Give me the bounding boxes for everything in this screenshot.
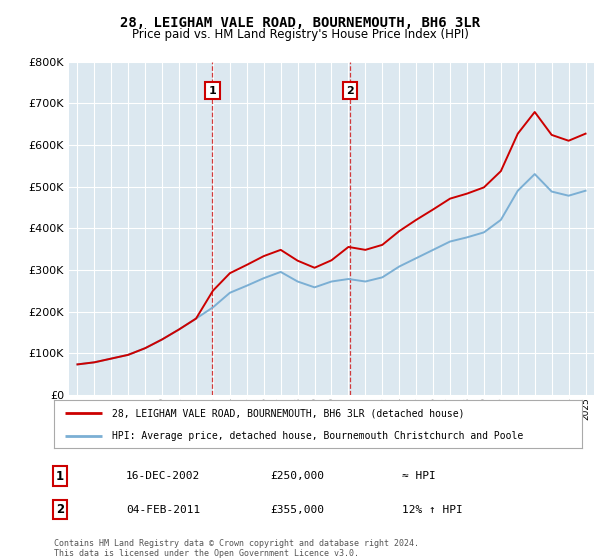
Text: 04-FEB-2011: 04-FEB-2011 [126, 505, 200, 515]
Text: HPI: Average price, detached house, Bournemouth Christchurch and Poole: HPI: Average price, detached house, Bour… [112, 431, 523, 441]
Text: 28, LEIGHAM VALE ROAD, BOURNEMOUTH, BH6 3LR (detached house): 28, LEIGHAM VALE ROAD, BOURNEMOUTH, BH6 … [112, 408, 464, 418]
Text: 12% ↑ HPI: 12% ↑ HPI [402, 505, 463, 515]
Text: 1: 1 [56, 469, 64, 483]
Text: ≈ HPI: ≈ HPI [402, 471, 436, 481]
Text: £250,000: £250,000 [270, 471, 324, 481]
Text: 1: 1 [208, 86, 216, 96]
Text: 2: 2 [346, 86, 354, 96]
Text: 28, LEIGHAM VALE ROAD, BOURNEMOUTH, BH6 3LR: 28, LEIGHAM VALE ROAD, BOURNEMOUTH, BH6 … [120, 16, 480, 30]
Text: Contains HM Land Registry data © Crown copyright and database right 2024.
This d: Contains HM Land Registry data © Crown c… [54, 539, 419, 558]
Text: Price paid vs. HM Land Registry's House Price Index (HPI): Price paid vs. HM Land Registry's House … [131, 28, 469, 41]
Text: 16-DEC-2002: 16-DEC-2002 [126, 471, 200, 481]
Text: £355,000: £355,000 [270, 505, 324, 515]
Text: 2: 2 [56, 503, 64, 516]
